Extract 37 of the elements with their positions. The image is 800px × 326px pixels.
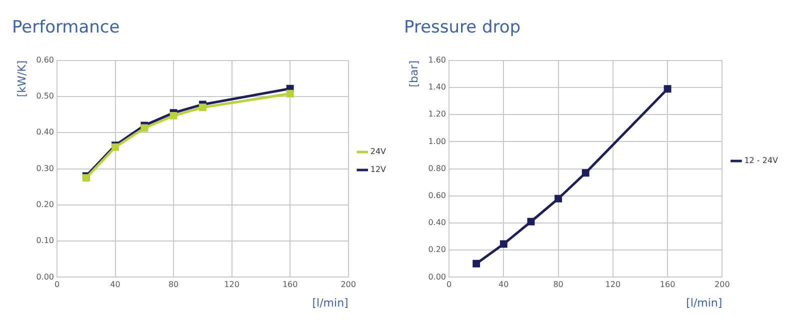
y-tick-label: 1.40 (428, 82, 446, 92)
x-tick-label: 0 (54, 280, 60, 290)
y-tick-label: 0.40 (36, 128, 54, 137)
x-axis-title: [l/min] (686, 296, 722, 310)
y-tick-label: 0.20 (36, 200, 54, 210)
x-tick-label: 80 (168, 280, 179, 290)
x-tick-label: 40 (498, 280, 509, 290)
y-tick-label: 0.80 (428, 164, 446, 173)
y-tick-label: 1.60 (428, 55, 446, 64)
y-tick-label: 0.30 (36, 164, 54, 173)
chart-title: Performance (12, 18, 120, 38)
x-axis-title: [l/min] (312, 296, 348, 310)
y-tick-label: 0.60 (36, 55, 54, 64)
y-tick-label: 0.20 (428, 245, 446, 254)
y-tick-label: 0.10 (36, 236, 54, 246)
chart-title: Pressure drop (404, 18, 521, 38)
legend-label: 24V (370, 147, 387, 156)
x-tick-label: 0 (446, 280, 452, 290)
legend-label: 12V (370, 165, 387, 174)
x-tick-label: 80 (553, 280, 564, 290)
x-tick-label: 200 (340, 280, 356, 290)
x-tick-label: 160 (660, 280, 676, 290)
x-tick-label: 200 (714, 280, 730, 290)
x-tick-label: 160 (282, 280, 298, 290)
legend-label: 12 - 24V (744, 156, 779, 166)
x-tick-label: 40 (110, 280, 120, 290)
y-tick-label: 0.40 (428, 218, 446, 228)
y-tick-label: 1.20 (428, 110, 446, 119)
y-tick-label: 0.00 (36, 272, 54, 282)
y-tick-label: 1.00 (428, 136, 446, 146)
y-axis-title: [kW/K] (15, 60, 28, 98)
y-tick-label: 0.00 (428, 272, 446, 282)
y-tick-label: 0.50 (36, 92, 54, 101)
x-tick-label: 120 (224, 280, 240, 290)
y-tick-label: 0.60 (428, 190, 446, 200)
x-tick-label: 120 (605, 280, 621, 290)
y-axis-title: [bar] (407, 60, 420, 88)
